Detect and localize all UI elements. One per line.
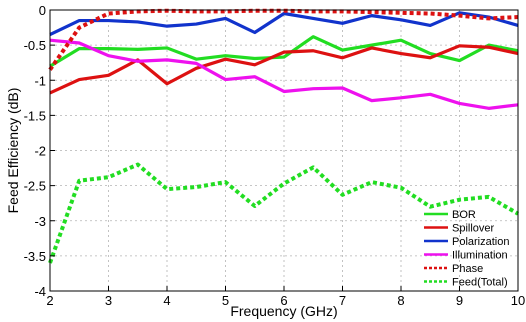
series-line-phase [48,8,519,71]
legend-label: BOR [452,209,476,221]
x-tick-label: 9 [456,293,463,308]
series-line-spillover [49,44,519,95]
series-line-feed-total [48,162,519,264]
series-lines [48,8,519,264]
axis-ticks: 2 3 4 5 6 7 8 9 10 0 -0.5 -1 -1.5 -2 -2.5 -3 -3.5 -4 [24,3,526,308]
x-tick-label: 2 [46,293,53,308]
x-tick-label: 6 [280,293,287,308]
legend-label: Phase [452,263,483,275]
legend-label: Polarization [452,236,509,248]
series-line-polarization [49,11,519,37]
x-tick-label: 7 [339,293,346,308]
x-axis-label: Frequency (GHz) [230,303,337,319]
y-tick-label: -2.5 [24,179,46,194]
legend-label: Spillover [452,223,495,235]
x-tick-label: 5 [222,293,229,308]
x-tick-label: 8 [397,293,404,308]
y-tick-label: 0 [39,3,46,18]
y-tick-label: -3 [34,214,46,229]
x-tick-label: 4 [163,293,170,308]
series-line-bor [49,35,519,68]
y-tick-label: -2 [34,144,46,159]
y-tick-label: -1 [34,73,46,88]
y-tick-label: -0.5 [24,38,46,53]
legend-label: Feed(Total) [452,277,508,289]
x-tick-label: 3 [105,293,112,308]
y-tick-label: -3.5 [24,249,46,264]
y-tick-label: -1.5 [24,108,46,123]
y-axis-label: Feed Efficiency (dB) [5,88,21,214]
x-tick-label: 10 [511,293,525,308]
series-line-illumination [49,38,519,110]
legend-label: Illumination [452,250,508,262]
y-tick-label: -4 [34,284,46,299]
